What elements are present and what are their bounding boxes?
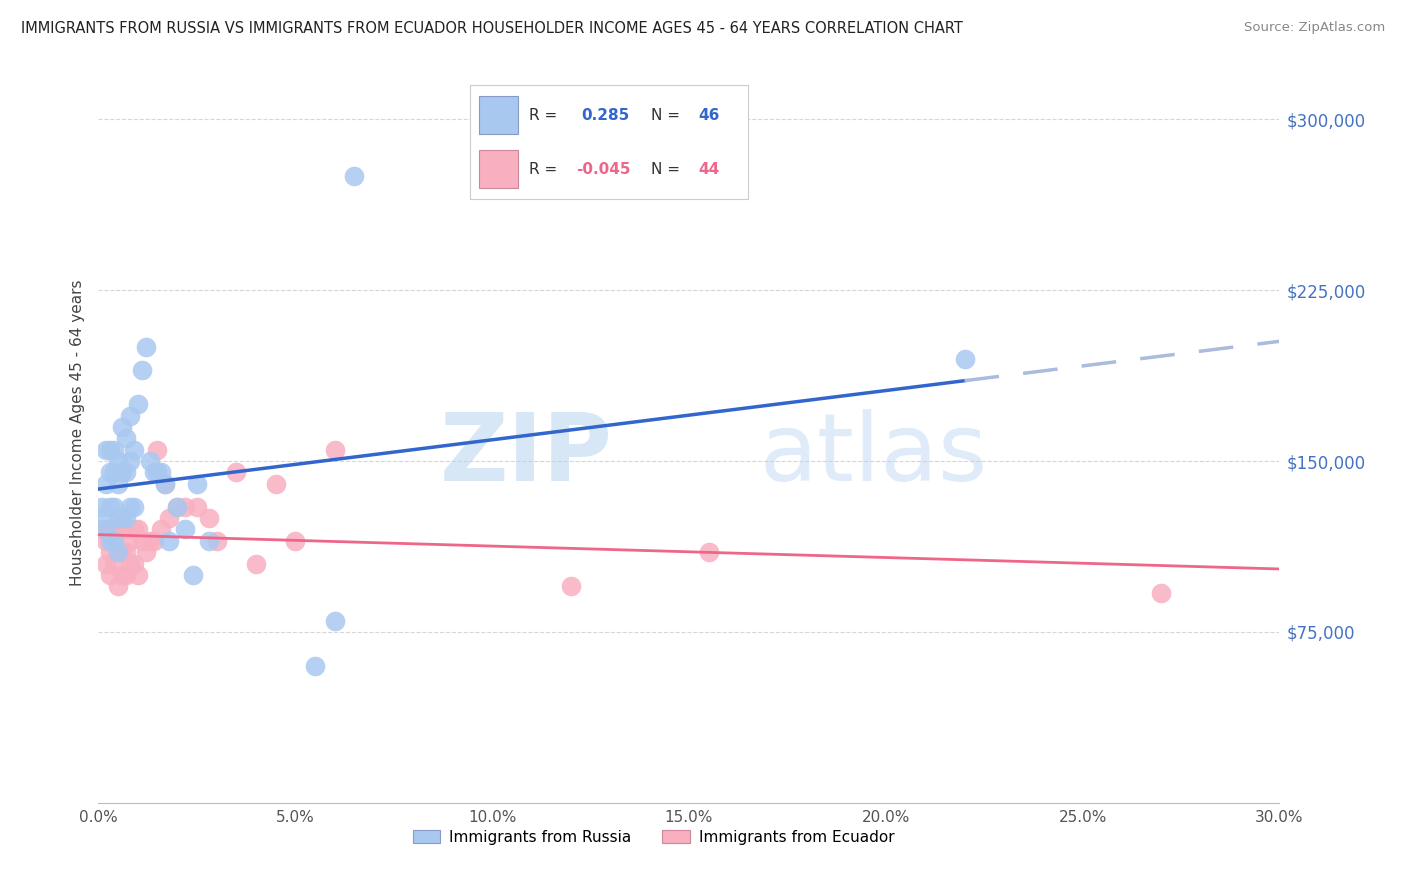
Point xyxy=(111,420,134,434)
Point xyxy=(115,511,138,525)
Point xyxy=(96,476,118,491)
Point xyxy=(118,454,141,468)
Point xyxy=(146,442,169,457)
Point xyxy=(91,523,114,537)
Point xyxy=(118,533,141,548)
Point xyxy=(115,568,138,582)
Point xyxy=(98,500,121,514)
Point xyxy=(107,545,129,559)
Point xyxy=(103,557,125,571)
Point xyxy=(150,523,173,537)
Point xyxy=(323,442,346,457)
Text: ZIP: ZIP xyxy=(439,409,612,500)
Point xyxy=(103,533,125,548)
Point xyxy=(284,533,307,548)
Point xyxy=(111,466,134,480)
Point xyxy=(115,431,138,445)
Point xyxy=(953,351,976,366)
Point xyxy=(138,454,160,468)
Point xyxy=(150,466,173,480)
Point xyxy=(131,363,153,377)
Point xyxy=(98,533,121,548)
Point xyxy=(107,511,129,525)
Point xyxy=(122,523,145,537)
Point xyxy=(323,614,346,628)
Point xyxy=(96,442,118,457)
Point xyxy=(111,568,134,582)
Text: Source: ZipAtlas.com: Source: ZipAtlas.com xyxy=(1244,21,1385,34)
Point xyxy=(103,442,125,457)
Point xyxy=(157,511,180,525)
Point xyxy=(107,523,129,537)
Point xyxy=(122,442,145,457)
Point xyxy=(264,476,287,491)
Point xyxy=(127,397,149,411)
Point xyxy=(122,500,145,514)
Point xyxy=(111,545,134,559)
Point xyxy=(103,466,125,480)
Point xyxy=(103,500,125,514)
Point xyxy=(142,466,165,480)
Point xyxy=(103,533,125,548)
Point xyxy=(98,466,121,480)
Point xyxy=(98,442,121,457)
Text: atlas: atlas xyxy=(759,409,988,500)
Point xyxy=(245,557,267,571)
Point xyxy=(155,476,177,491)
Point xyxy=(107,579,129,593)
Point xyxy=(91,511,114,525)
Point xyxy=(115,466,138,480)
Point xyxy=(343,169,366,184)
Point xyxy=(142,533,165,548)
Point xyxy=(107,454,129,468)
Point xyxy=(98,523,121,537)
Point xyxy=(135,545,157,559)
Point xyxy=(174,500,197,514)
Point xyxy=(118,500,141,514)
Point xyxy=(127,568,149,582)
Point xyxy=(96,523,118,537)
Point xyxy=(1150,586,1173,600)
Point xyxy=(118,409,141,423)
Point xyxy=(560,579,582,593)
Point xyxy=(157,533,180,548)
Point xyxy=(197,511,219,525)
Point xyxy=(96,557,118,571)
Point xyxy=(111,523,134,537)
Point xyxy=(131,533,153,548)
Point xyxy=(115,545,138,559)
Text: IMMIGRANTS FROM RUSSIA VS IMMIGRANTS FROM ECUADOR HOUSEHOLDER INCOME AGES 45 - 6: IMMIGRANTS FROM RUSSIA VS IMMIGRANTS FRO… xyxy=(21,21,963,36)
Y-axis label: Householder Income Ages 45 - 64 years: Householder Income Ages 45 - 64 years xyxy=(69,279,84,586)
Point xyxy=(174,523,197,537)
Point xyxy=(205,533,228,548)
Point xyxy=(197,533,219,548)
Point xyxy=(166,500,188,514)
Point xyxy=(91,500,114,514)
Point xyxy=(697,545,720,559)
Point xyxy=(115,523,138,537)
Point xyxy=(146,466,169,480)
Point xyxy=(186,476,208,491)
Point xyxy=(166,500,188,514)
Point xyxy=(118,557,141,571)
Point xyxy=(107,476,129,491)
Point xyxy=(96,533,118,548)
Point xyxy=(107,545,129,559)
Point xyxy=(122,557,145,571)
Legend: Immigrants from Russia, Immigrants from Ecuador: Immigrants from Russia, Immigrants from … xyxy=(406,823,900,851)
Point xyxy=(186,500,208,514)
Point xyxy=(127,523,149,537)
Point xyxy=(181,568,204,582)
Point xyxy=(111,511,134,525)
Point xyxy=(98,545,121,559)
Point xyxy=(98,568,121,582)
Point xyxy=(138,533,160,548)
Point xyxy=(225,466,247,480)
Point xyxy=(304,659,326,673)
Point xyxy=(155,476,177,491)
Point xyxy=(135,340,157,354)
